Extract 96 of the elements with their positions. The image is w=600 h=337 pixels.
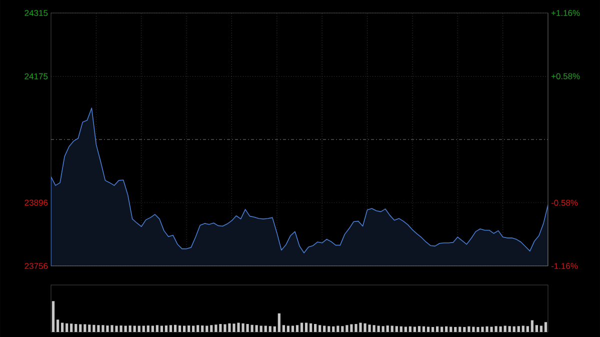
y2-tick-label: +0.58% [551,73,580,80]
bar [499,326,502,332]
y2-tick-label: -1.16% [551,262,578,269]
bar [178,325,182,332]
bar [517,326,520,332]
bar [440,326,444,332]
y2-tick-label: -0.58% [551,200,578,206]
bar [458,326,462,332]
bar [282,325,285,332]
bar [314,324,317,332]
bar [540,326,543,332]
bar [219,324,222,332]
bar [404,326,407,332]
bar [250,324,254,332]
bar [304,322,308,332]
bar [128,325,132,332]
bar [463,327,466,332]
bar [188,325,190,332]
bar [522,326,524,332]
bar [273,326,276,332]
bar [260,326,262,332]
bar [138,326,140,332]
bar [142,326,145,332]
bar [504,326,506,332]
bar [56,320,60,332]
bar [52,301,55,332]
bar [346,325,348,332]
bar [413,326,416,332]
bar [408,326,412,332]
y-tick-label: 23756 [24,262,48,269]
bar [300,322,304,332]
bar [291,326,294,332]
bar [386,325,389,332]
bar [151,326,154,332]
bar [468,326,470,332]
bar [544,322,548,332]
y-tick-label: 24315 [24,10,48,16]
bar [431,327,434,332]
bar [426,326,430,332]
bar [156,325,158,332]
bar [255,325,258,332]
bar [92,324,96,332]
bar [278,313,280,332]
bar [418,326,421,332]
y2-tick-label: +1.16% [551,10,580,16]
bar [214,324,218,332]
bar [450,326,452,332]
bar [472,326,475,332]
bar [286,326,290,332]
bar [323,326,326,332]
bar [422,326,426,332]
bar [382,326,384,332]
bar [264,326,267,332]
bar [146,325,150,332]
bar [88,324,91,332]
bar [328,326,330,332]
bar [512,326,516,332]
bar [390,326,394,332]
bar [169,325,172,332]
bar [372,325,376,332]
bar [336,326,340,332]
bar [332,326,335,332]
bar [268,326,272,332]
bar [530,320,534,332]
bar [133,326,136,332]
y-tick-label: 23896 [24,200,48,206]
bar [196,325,200,332]
bar [182,326,186,332]
bar [164,325,168,332]
bar [296,325,299,332]
bar [526,326,529,332]
bar [436,326,439,332]
bar [84,324,86,332]
bar [124,326,127,332]
bar [61,322,64,332]
bar [508,326,511,332]
bar [174,324,177,332]
bar [454,327,457,332]
bar [79,324,82,332]
bar [377,326,380,332]
bar [210,325,213,332]
bar [66,323,68,332]
bar [535,325,538,332]
bar [400,326,402,332]
bar [310,323,312,332]
y-tick-label: 24175 [24,73,48,80]
bar [445,326,448,332]
bar [74,324,78,332]
bar [206,326,208,332]
bar [341,326,344,332]
bar [201,325,204,332]
bar [192,326,195,332]
bar [318,325,322,332]
bar [70,324,73,332]
bar [395,326,398,332]
bar [160,326,163,332]
